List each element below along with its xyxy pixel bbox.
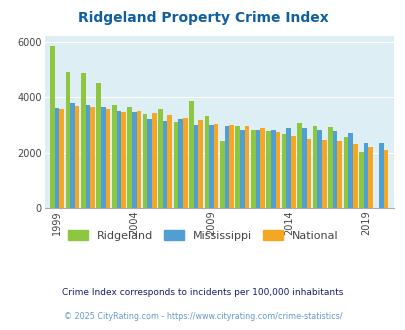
Bar — [358, 152, 363, 208]
Bar — [55, 108, 59, 208]
Bar — [343, 137, 347, 208]
Bar — [224, 126, 229, 208]
Bar — [213, 124, 218, 208]
Bar — [250, 130, 255, 208]
Bar — [301, 128, 306, 208]
Bar — [136, 111, 141, 208]
Bar — [132, 112, 136, 208]
Bar — [162, 121, 167, 208]
Bar — [81, 73, 85, 208]
Bar — [239, 130, 244, 208]
Bar — [96, 83, 101, 208]
Legend: Ridgeland, Mississippi, National: Ridgeland, Mississippi, National — [63, 226, 342, 245]
Bar — [90, 107, 95, 208]
Bar — [321, 140, 326, 208]
Bar — [317, 130, 321, 208]
Bar — [312, 126, 317, 208]
Bar — [70, 103, 75, 208]
Bar — [198, 120, 202, 208]
Bar — [260, 128, 264, 208]
Bar — [116, 111, 121, 208]
Bar — [101, 107, 105, 208]
Bar — [75, 106, 79, 208]
Bar — [183, 118, 187, 208]
Bar — [112, 106, 116, 208]
Bar — [327, 126, 332, 208]
Bar — [121, 113, 126, 208]
Bar — [290, 136, 295, 208]
Bar — [378, 143, 383, 208]
Bar — [281, 134, 286, 208]
Bar — [173, 122, 178, 208]
Bar — [332, 131, 337, 208]
Bar — [167, 115, 172, 208]
Bar — [270, 130, 275, 208]
Text: Ridgeland Property Crime Index: Ridgeland Property Crime Index — [77, 11, 328, 25]
Bar — [85, 106, 90, 208]
Bar — [65, 72, 70, 208]
Bar — [286, 128, 290, 208]
Bar — [220, 141, 224, 208]
Bar — [296, 123, 301, 208]
Bar — [193, 125, 198, 208]
Bar — [363, 143, 367, 208]
Bar — [255, 130, 260, 208]
Text: © 2025 CityRating.com - https://www.cityrating.com/crime-statistics/: © 2025 CityRating.com - https://www.city… — [64, 312, 341, 321]
Bar — [178, 118, 183, 208]
Bar — [367, 147, 372, 208]
Bar — [352, 144, 357, 208]
Bar — [158, 109, 162, 208]
Text: Crime Index corresponds to incidents per 100,000 inhabitants: Crime Index corresponds to incidents per… — [62, 287, 343, 297]
Bar — [244, 126, 249, 208]
Bar — [147, 118, 151, 208]
Bar — [50, 46, 55, 208]
Bar — [266, 131, 270, 208]
Bar — [143, 114, 147, 208]
Bar — [229, 125, 233, 208]
Bar — [105, 109, 110, 208]
Bar — [337, 142, 341, 208]
Bar — [235, 126, 239, 208]
Bar — [127, 107, 132, 208]
Bar — [275, 132, 279, 208]
Bar — [383, 150, 388, 208]
Bar — [151, 113, 156, 208]
Bar — [204, 116, 209, 208]
Bar — [347, 133, 352, 208]
Bar — [306, 139, 310, 208]
Bar — [189, 101, 193, 208]
Bar — [59, 109, 64, 208]
Bar — [209, 125, 213, 208]
